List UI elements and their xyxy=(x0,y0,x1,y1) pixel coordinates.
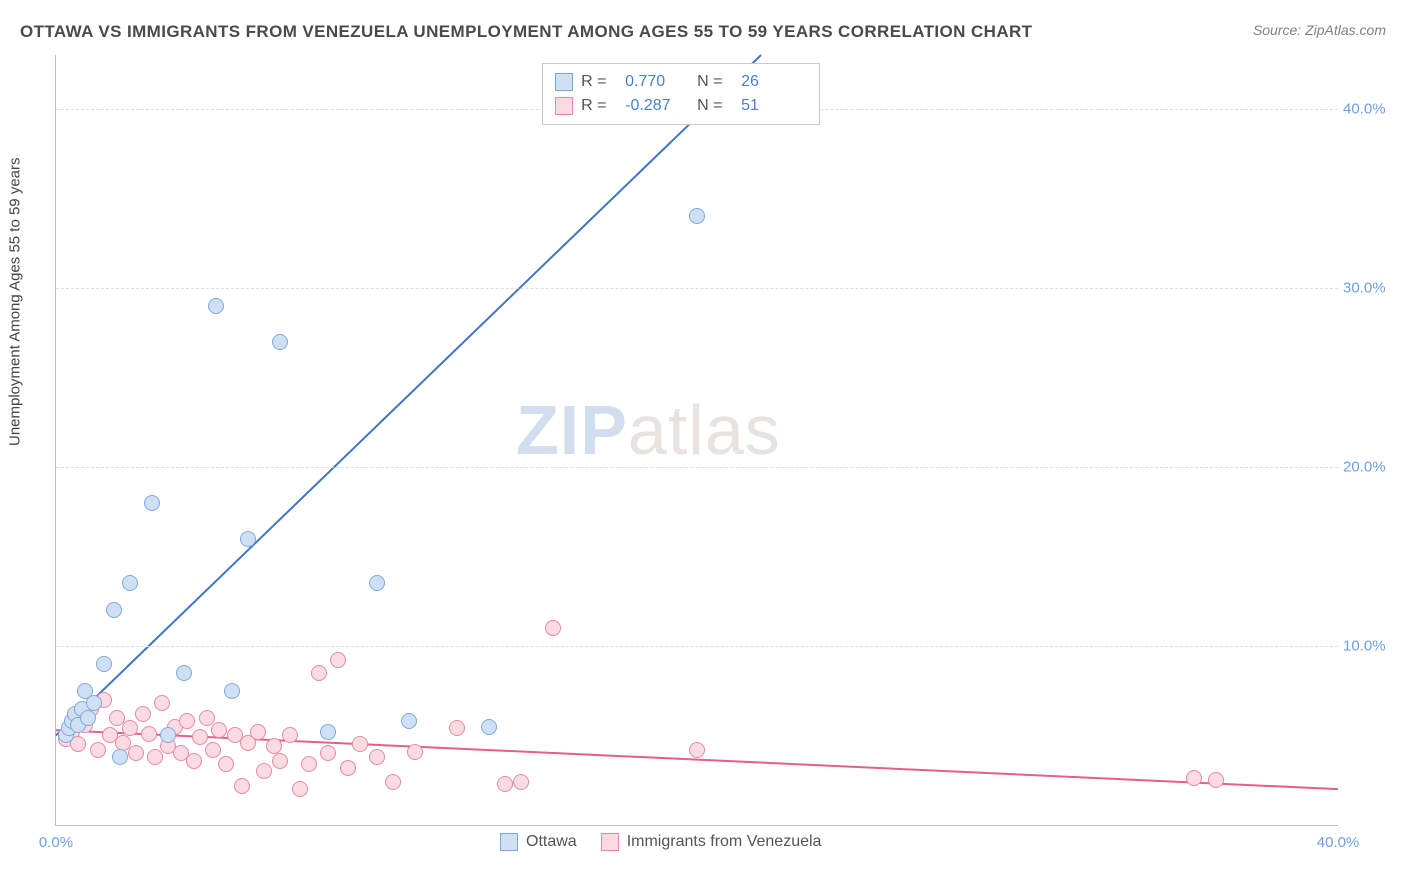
venezuela-point xyxy=(205,742,221,758)
x-tick-label: 40.0% xyxy=(1317,834,1360,851)
venezuela-point xyxy=(90,742,106,758)
venezuela-point xyxy=(330,652,346,668)
venezuela-point xyxy=(1208,772,1224,788)
ottawa-point xyxy=(160,727,176,743)
y-axis-label: Unemployment Among Ages 55 to 59 years xyxy=(7,157,24,446)
venezuela-point xyxy=(449,720,465,736)
swatch-venezuela xyxy=(601,833,619,851)
y-tick-label: 20.0% xyxy=(1343,458,1398,475)
n-value-ottawa: 26 xyxy=(741,73,805,91)
y-tick-label: 30.0% xyxy=(1343,279,1398,296)
venezuela-point xyxy=(135,706,151,722)
venezuela-point xyxy=(186,753,202,769)
correlation-legend: R = 0.770 N = 26 R = -0.287 N = 51 xyxy=(542,63,820,125)
y-tick-label: 10.0% xyxy=(1343,637,1398,654)
venezuela-point xyxy=(211,722,227,738)
venezuela-point xyxy=(311,665,327,681)
trend-lines xyxy=(56,55,1338,825)
venezuela-point xyxy=(234,778,250,794)
venezuela-point xyxy=(199,710,215,726)
ottawa-point xyxy=(176,665,192,681)
ottawa-point xyxy=(80,710,96,726)
venezuela-point xyxy=(407,744,423,760)
r-value-ottawa: 0.770 xyxy=(625,73,689,91)
venezuela-point xyxy=(369,749,385,765)
gridline xyxy=(56,467,1338,468)
venezuela-point xyxy=(385,774,401,790)
venezuela-point xyxy=(256,763,272,779)
series-legend: Ottawa Immigrants from Venezuela xyxy=(500,833,821,851)
ottawa-point xyxy=(208,298,224,314)
ottawa-point xyxy=(240,531,256,547)
ottawa-point xyxy=(86,695,102,711)
venezuela-point xyxy=(250,724,266,740)
venezuela-point xyxy=(497,776,513,792)
x-tick-label: 0.0% xyxy=(39,834,73,851)
ottawa-point xyxy=(96,656,112,672)
ottawa-point xyxy=(369,575,385,591)
legend-label-venezuela: Immigrants from Venezuela xyxy=(627,833,822,851)
legend-row-venezuela: R = -0.287 N = 51 xyxy=(555,94,805,118)
venezuela-point xyxy=(272,753,288,769)
venezuela-point xyxy=(154,695,170,711)
venezuela-point xyxy=(513,774,529,790)
legend-label-ottawa: Ottawa xyxy=(526,833,577,851)
venezuela-point xyxy=(128,745,144,761)
venezuela-point xyxy=(352,736,368,752)
swatch-ottawa xyxy=(500,833,518,851)
gridline xyxy=(56,646,1338,647)
gridline xyxy=(56,288,1338,289)
venezuela-point xyxy=(147,749,163,765)
ottawa-point xyxy=(144,495,160,511)
ottawa-point xyxy=(689,208,705,224)
r-value-venezuela: -0.287 xyxy=(625,97,689,115)
venezuela-point xyxy=(320,745,336,761)
venezuela-point xyxy=(340,760,356,776)
legend-row-ottawa: R = 0.770 N = 26 xyxy=(555,70,805,94)
ottawa-point xyxy=(401,713,417,729)
ottawa-point xyxy=(122,575,138,591)
venezuela-point xyxy=(689,742,705,758)
ottawa-point xyxy=(106,602,122,618)
ottawa-point xyxy=(320,724,336,740)
chart-container: OTTAWA VS IMMIGRANTS FROM VENEZUELA UNEM… xyxy=(0,0,1406,892)
watermark: ZIPatlas xyxy=(516,390,781,470)
y-tick-label: 40.0% xyxy=(1343,100,1398,117)
source-attribution: Source: ZipAtlas.com xyxy=(1253,22,1386,38)
venezuela-point xyxy=(545,620,561,636)
swatch-ottawa xyxy=(555,73,573,91)
legend-item-venezuela: Immigrants from Venezuela xyxy=(601,833,822,851)
venezuela-point xyxy=(179,713,195,729)
venezuela-point xyxy=(218,756,234,772)
ottawa-point xyxy=(272,334,288,350)
plot-area: ZIPatlas 10.0%20.0%30.0%40.0%0.0%40.0% xyxy=(55,55,1338,826)
venezuela-point xyxy=(301,756,317,772)
n-value-venezuela: 51 xyxy=(741,97,805,115)
swatch-venezuela xyxy=(555,97,573,115)
venezuela-point xyxy=(192,729,208,745)
venezuela-point xyxy=(122,720,138,736)
chart-title: OTTAWA VS IMMIGRANTS FROM VENEZUELA UNEM… xyxy=(20,22,1032,42)
ottawa-point xyxy=(224,683,240,699)
venezuela-point xyxy=(282,727,298,743)
venezuela-point xyxy=(1186,770,1202,786)
ottawa-point xyxy=(112,749,128,765)
legend-item-ottawa: Ottawa xyxy=(500,833,577,851)
venezuela-point xyxy=(141,726,157,742)
ottawa-point xyxy=(481,719,497,735)
venezuela-point xyxy=(292,781,308,797)
